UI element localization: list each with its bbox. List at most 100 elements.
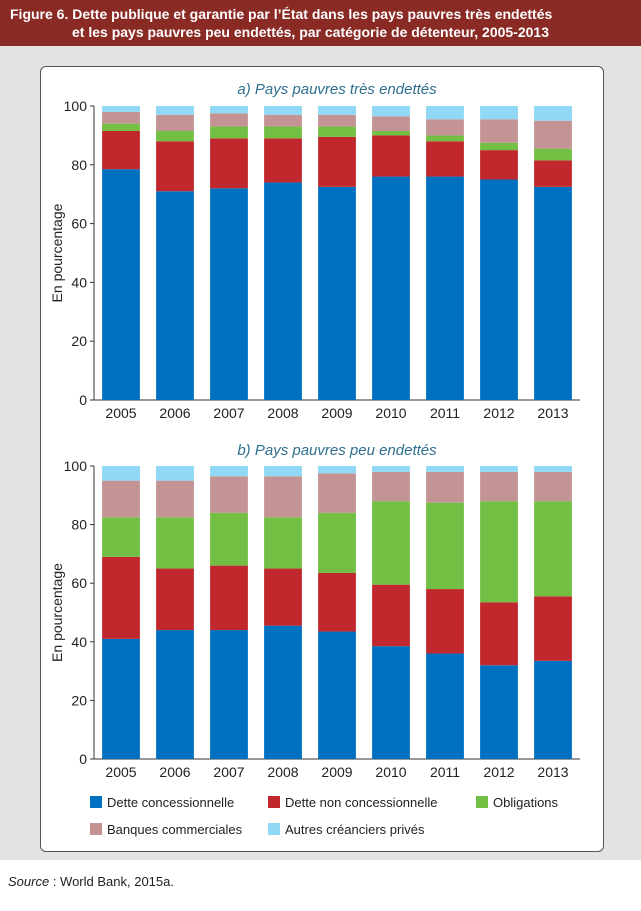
legend-item-dette-concessionnelle: Dette concessionnelle <box>90 795 234 810</box>
x-tick-label: 2010 <box>375 405 406 421</box>
x-tick-label: 2008 <box>267 405 298 421</box>
bar-segment <box>480 179 518 400</box>
bar-segment <box>480 119 518 143</box>
x-tick-label: 2011 <box>430 764 460 780</box>
x-tick-label: 2007 <box>213 764 244 780</box>
x-tick-label: 2006 <box>159 405 190 421</box>
bar-segment <box>318 136 356 187</box>
y-tick-label: 60 <box>71 575 87 591</box>
y-tick-label: 100 <box>64 98 88 114</box>
bar-segment <box>534 186 572 400</box>
bar-segment <box>534 466 572 472</box>
bar-segment <box>210 466 248 477</box>
bar-segment <box>426 119 464 136</box>
bar-segment <box>102 638 140 759</box>
bar-segment <box>210 512 248 566</box>
bar-segment <box>534 106 572 121</box>
bar-segment <box>480 142 518 151</box>
bar-segment <box>156 114 194 131</box>
bar-segment <box>102 169 140 400</box>
y-tick-label: 80 <box>71 517 87 533</box>
legend-swatch <box>268 823 280 835</box>
y-axis-label: En pourcentage <box>49 563 65 662</box>
bar-segment <box>210 106 248 114</box>
bar-segment <box>156 130 194 142</box>
bar-segment <box>480 501 518 603</box>
bar-segment <box>426 502 464 590</box>
bar-segment <box>372 501 410 585</box>
y-tick-label: 0 <box>79 751 87 767</box>
bar-segment <box>534 596 572 661</box>
bar-segment <box>318 126 356 137</box>
bar-segment <box>318 466 356 474</box>
bar-segment <box>480 106 518 120</box>
x-tick-label: 2013 <box>537 405 568 421</box>
bar-segment <box>372 466 410 472</box>
x-tick-label: 2007 <box>213 405 244 421</box>
bar-segment <box>318 106 356 115</box>
bar-segment <box>264 517 302 569</box>
bar-segment <box>372 116 410 131</box>
source-text: : World Bank, 2015a. <box>49 874 174 889</box>
bar-segment <box>318 631 356 759</box>
y-tick-label: 60 <box>71 216 87 232</box>
bar-segment <box>156 568 194 631</box>
y-axis-label: En pourcentage <box>49 203 65 302</box>
legend-swatch <box>268 796 280 808</box>
bar-segment <box>210 476 248 513</box>
bar-segment <box>372 584 410 647</box>
x-tick-label: 2012 <box>483 764 514 780</box>
bar-segment <box>210 138 248 189</box>
bar-segment <box>156 517 194 569</box>
source-label: Source <box>8 874 50 889</box>
bar-segment <box>534 120 572 149</box>
bar-segment <box>264 114 302 127</box>
y-tick-label: 40 <box>71 274 87 290</box>
bar-segment <box>534 501 572 597</box>
legend-label: Dette concessionnelle <box>107 795 235 810</box>
legend-item-obligations: Obligations <box>476 795 558 810</box>
bar-segment <box>102 480 140 518</box>
bar-segment <box>264 138 302 183</box>
y-tick-label: 100 <box>64 458 88 474</box>
bar-segment <box>156 141 194 192</box>
bar-segment <box>318 114 356 127</box>
chart-title: a) Pays pauvres très endettés <box>237 81 437 98</box>
legend-swatch <box>90 823 102 835</box>
legend-label: Banques commerciales <box>107 822 243 837</box>
legend-item-banques-commerciales: Banques commerciales <box>90 822 242 837</box>
bar-segment <box>318 473 356 513</box>
bar-segment <box>264 106 302 115</box>
y-tick-label: 20 <box>71 333 87 349</box>
bar-segment <box>264 182 302 400</box>
bar-segment <box>426 466 464 472</box>
bar-segment <box>264 568 302 626</box>
figure-title-line-2: et les pays pauvres peu endettés, par ca… <box>72 24 549 40</box>
bar-segment <box>372 135 410 177</box>
bar-segment <box>264 476 302 518</box>
bar-segment <box>372 471 410 502</box>
bar-segment <box>372 130 410 136</box>
bar-segment <box>480 471 518 502</box>
bar-segment <box>480 665 518 759</box>
y-tick-label: 0 <box>79 392 87 408</box>
bar-segment <box>426 653 464 759</box>
legend-item-dette-non-concessionnelle: Dette non concessionnelle <box>268 795 438 810</box>
legend-label: Autres créanciers privés <box>285 822 425 837</box>
bar-segment <box>480 466 518 472</box>
chart-title: b) Pays pauvres peu endettés <box>237 442 437 459</box>
bar-segment <box>102 517 140 557</box>
x-tick-label: 2012 <box>483 405 514 421</box>
bar-segment <box>534 660 572 759</box>
legend-label: Obligations <box>493 795 559 810</box>
x-tick-label: 2011 <box>430 405 460 421</box>
bar-segment <box>102 111 140 124</box>
x-tick-label: 2008 <box>267 764 298 780</box>
bar-segment <box>534 471 572 502</box>
bar-segment <box>372 646 410 759</box>
bar-segment <box>264 625 302 759</box>
bar-segment <box>156 106 194 115</box>
bar-segment <box>372 176 410 400</box>
bar-segment <box>102 123 140 131</box>
bar-segment <box>534 148 572 161</box>
